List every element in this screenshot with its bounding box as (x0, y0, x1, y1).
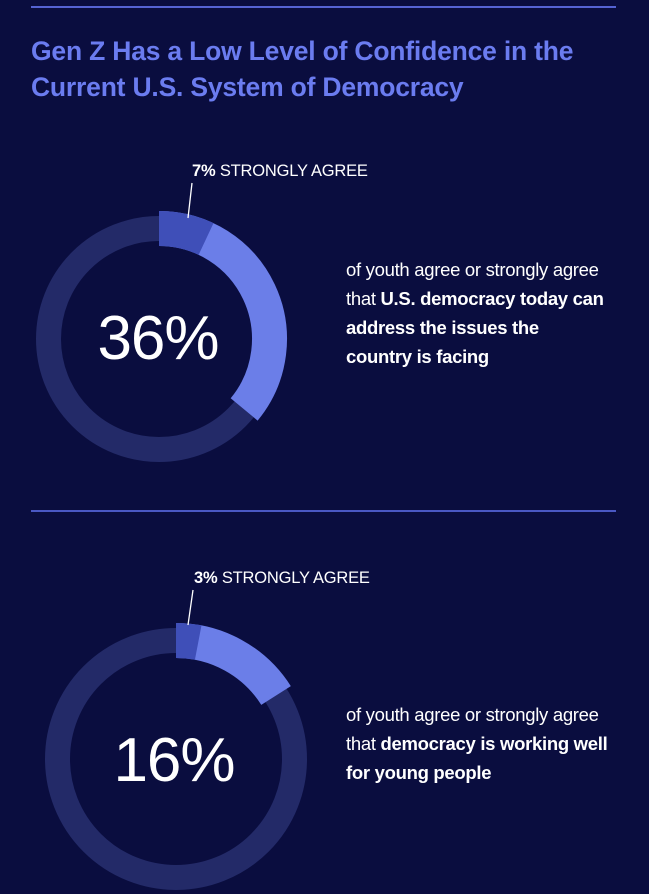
donut-1-description: of youth agree or strongly agree that U.… (346, 255, 606, 371)
chart-title: Gen Z Has a Low Level of Confidence in t… (31, 33, 631, 105)
donut-2-description: of youth agree or strongly agree that de… (346, 700, 616, 787)
section-divider (31, 510, 616, 512)
callout-2-label: STRONGLY AGREE (217, 569, 370, 587)
title-line-1: Gen Z Has a Low Level of Confidence in t… (31, 36, 574, 66)
donut-1-strongly-agree-arc (158, 211, 214, 256)
desc-1-bold: U.S. democracy today can address the iss… (346, 288, 604, 367)
callout-1-percent: 7% (192, 162, 216, 180)
donut-2-agree-arc (175, 623, 291, 706)
title-line-2: Current U.S. System of Democracy (31, 72, 464, 102)
callout-strongly-agree-2: 3% STRONGLY AGREE (194, 569, 370, 588)
donut-2-callout-leader (187, 589, 194, 626)
donut-2-strongly-agree-arc (175, 623, 202, 660)
callout-1-label: STRONGLY AGREE (215, 162, 368, 180)
callout-strongly-agree-1: 7% STRONGLY AGREE (192, 162, 368, 181)
donut-1-callout-leader (187, 182, 193, 219)
desc-2-bold: democracy is working well for young peop… (346, 733, 608, 783)
desc-2-plain: of youth agree or strongly agree that (346, 704, 599, 754)
donut-2-center-value: 16% (113, 726, 235, 795)
callout-2-percent: 3% (194, 569, 218, 587)
donut-1-center-value: 36% (97, 304, 219, 373)
top-divider (31, 6, 616, 8)
desc-1-plain: of youth agree or strongly agree that (346, 259, 599, 309)
